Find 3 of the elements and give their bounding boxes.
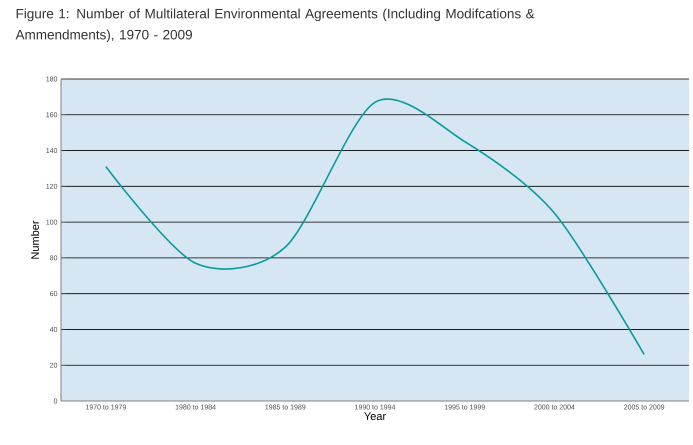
chart-title: Figure 1: Number of Multilateral Environmental Agreements (Including Modifcations & Ammendments), 1970 - 2009 [16, 8, 534, 42]
x-axis-title: Year [364, 412, 386, 420]
y-axis-title: Number [30, 220, 39, 259]
